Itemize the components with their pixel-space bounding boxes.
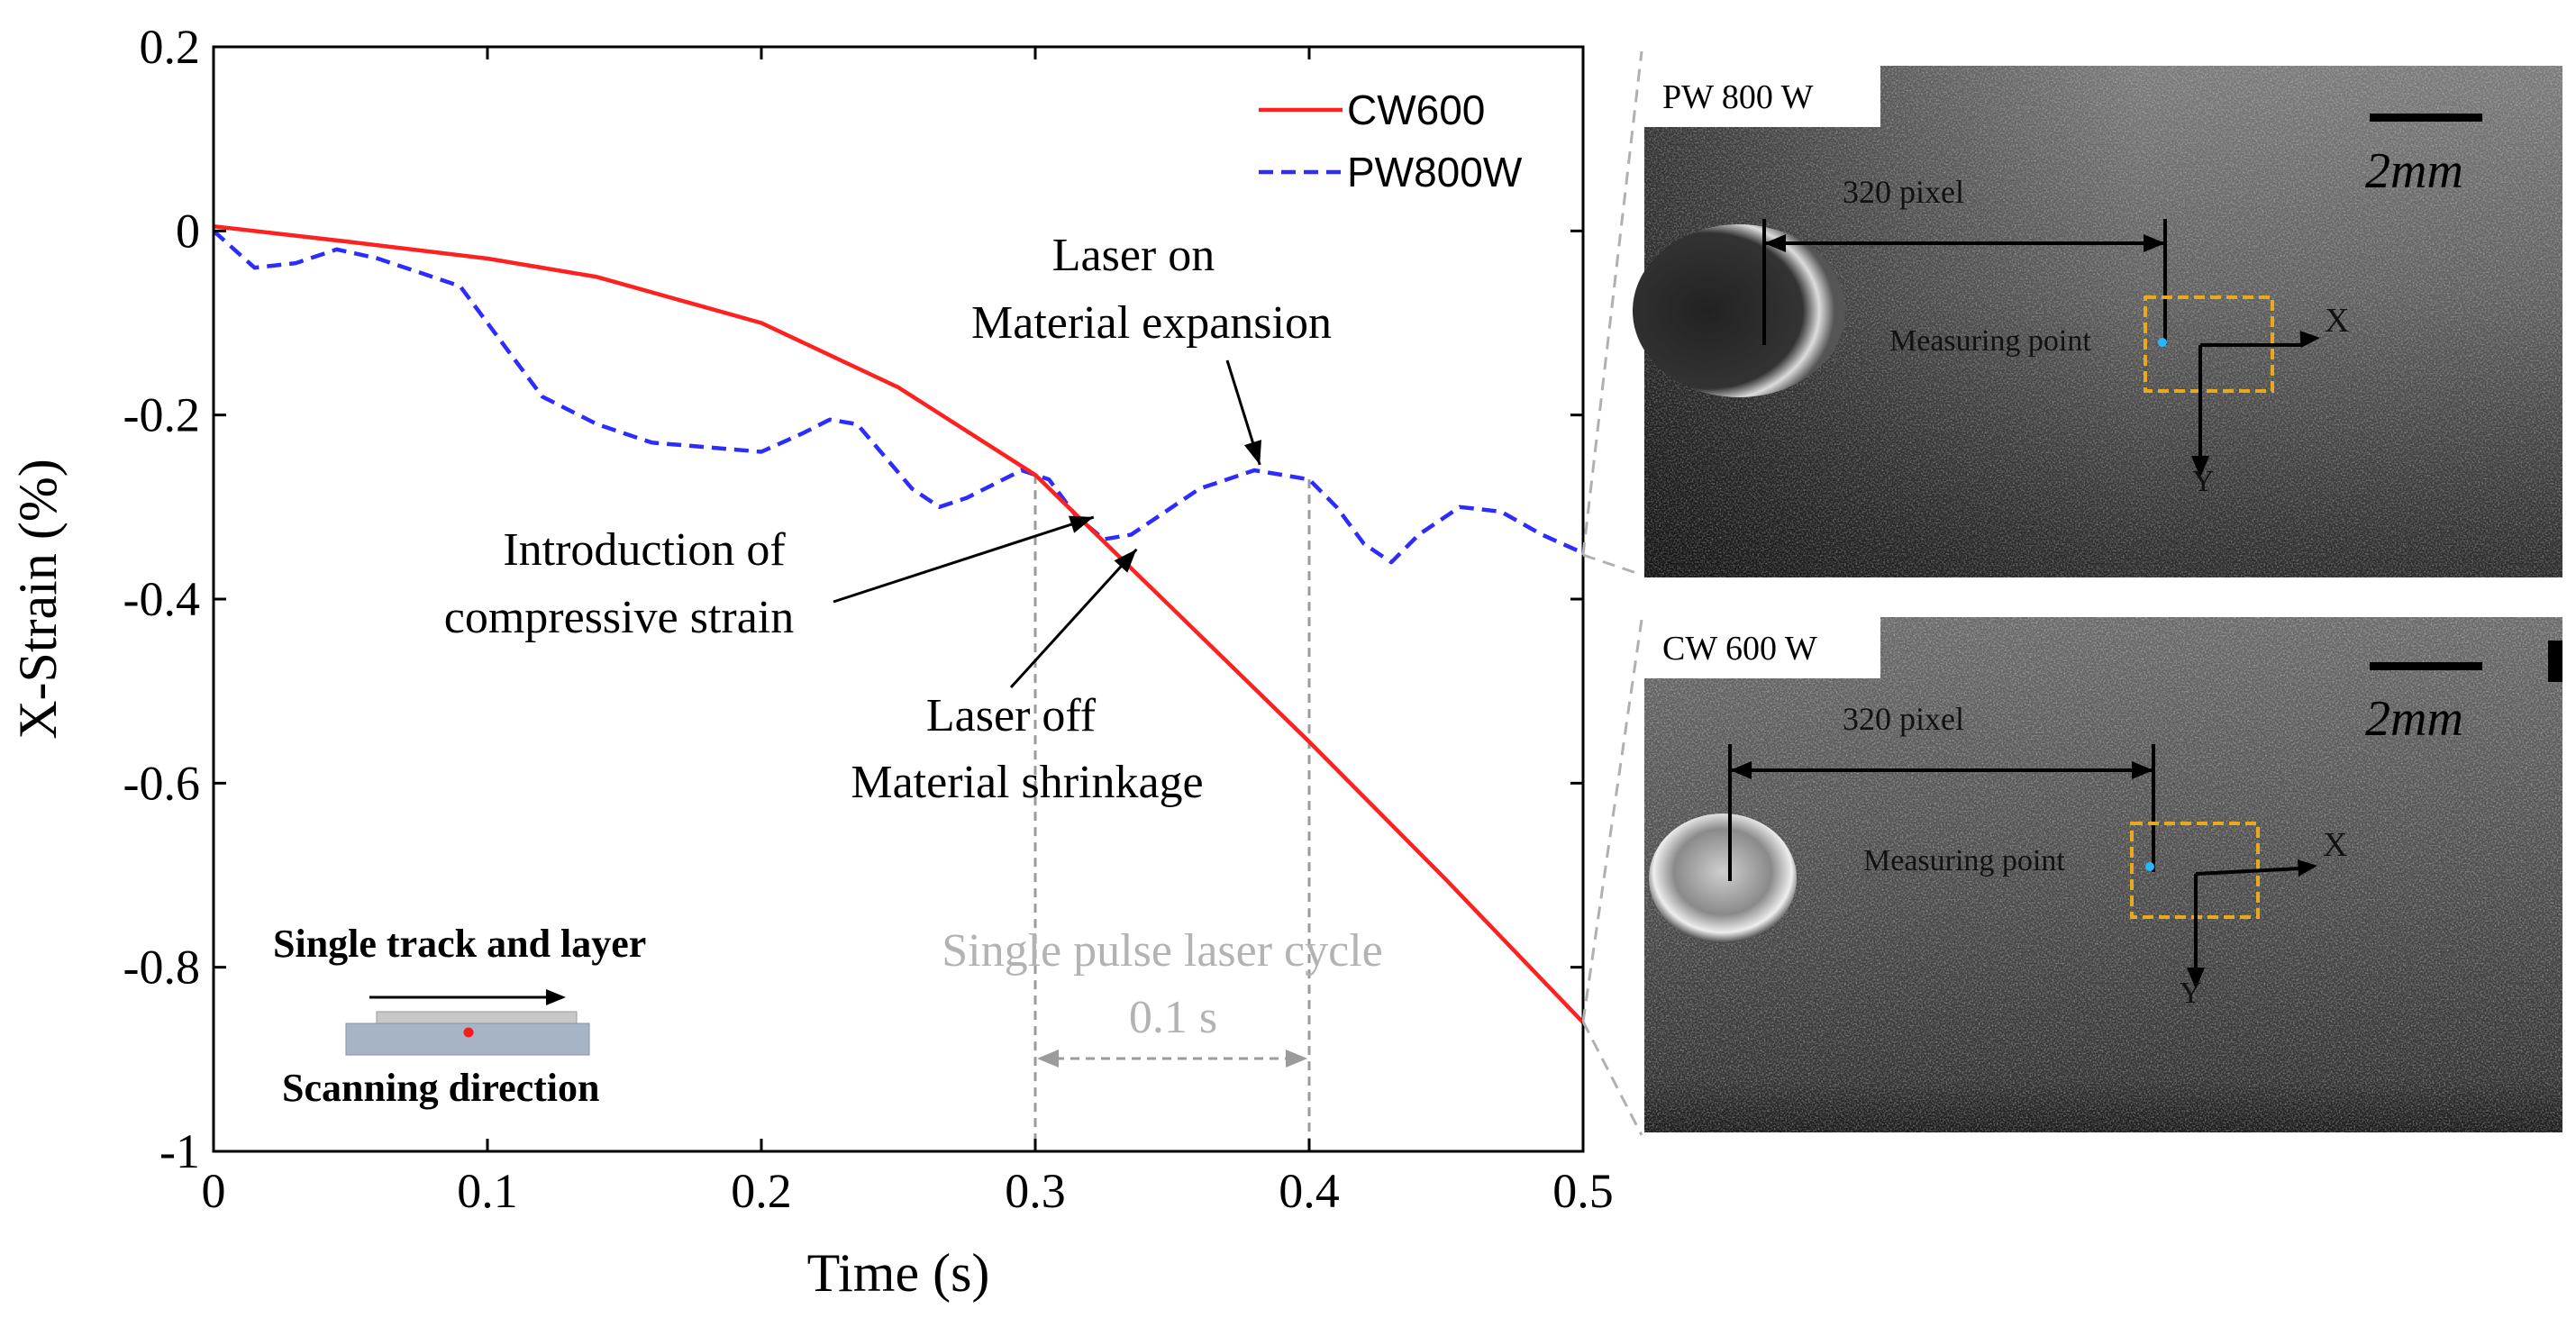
cycle-guides xyxy=(1033,475,1311,1151)
annotation-cycle-duration: 0.1 s xyxy=(1129,992,1217,1043)
connector-lines xyxy=(1581,50,1643,1136)
scale-label: 2mm xyxy=(2365,143,2463,199)
inset-track-label: Single track and layer xyxy=(273,922,646,966)
melt-pool xyxy=(1633,224,1845,397)
annotation-expansion: Material expansion xyxy=(971,297,1332,349)
measuring-dot xyxy=(2145,862,2154,871)
x-tick-label: 0.2 xyxy=(731,1164,792,1218)
y-tick-label: -1 xyxy=(159,1124,200,1178)
y-axis-arrowhead xyxy=(2187,968,2205,989)
annotations: Laser on Material expansion Introduction… xyxy=(444,230,1383,1043)
annotation-arrows xyxy=(833,359,1261,689)
annotation-shrinkage: Material shrinkage xyxy=(851,757,1203,808)
series-line-cw600 xyxy=(214,223,1583,1024)
axis-y-label: Y xyxy=(2192,465,2215,498)
distance-arrow-right xyxy=(2132,761,2153,779)
y-tick-label: 0 xyxy=(176,204,200,258)
measuring-dot xyxy=(2158,338,2167,347)
arrow-compressive-head xyxy=(1068,515,1094,533)
y-axis-label: X-Strain (%) xyxy=(8,459,68,740)
scale-bar xyxy=(2370,114,2482,122)
x-tick-label: 0 xyxy=(202,1164,226,1218)
x-tick-label: 0.4 xyxy=(1279,1164,1340,1218)
annotation-laser-on: Laser on xyxy=(1052,230,1215,281)
micrograph-panel-cw600w: CW 600 W 2mm 320 pixel Measuring point X… xyxy=(1644,617,2562,1132)
label-box xyxy=(1644,617,1880,678)
x-axis-arrowhead xyxy=(2298,859,2317,877)
annotation-introduction: Introduction of xyxy=(503,524,786,576)
series-line-pw800w xyxy=(214,229,1583,565)
strain-chart: 0.2 0 -0.2 -0.4 -0.6 -0.8 -1 0 0.1 0.2 0… xyxy=(8,20,1614,1303)
scan-arrow-head xyxy=(546,989,566,1005)
arrow-laser-off xyxy=(1009,548,1138,689)
x-tick-labels: 0 0.1 0.2 0.3 0.4 0.5 xyxy=(202,1164,1614,1218)
x-tick-label: 0.5 xyxy=(1552,1164,1614,1218)
legend: CW600 PW800W xyxy=(1259,86,1523,195)
y-tick-label: -0.2 xyxy=(123,388,200,442)
legend-label-cw600: CW600 xyxy=(1347,86,1485,133)
micrograph-panel-pw800w: PW 800 W 2mm 320 pixel Measuring point X… xyxy=(1633,66,2562,577)
distance-arrow-left xyxy=(1730,761,1752,779)
y-axis-arrowhead xyxy=(2191,456,2209,477)
x-axis-arrow xyxy=(2195,867,2300,876)
micrograph-grain xyxy=(1644,617,2562,1132)
inset-scan-label: Scanning direction xyxy=(282,1066,599,1110)
plot-frame xyxy=(212,45,1585,1153)
x-tick-label: 0.1 xyxy=(457,1164,518,1218)
annotation-laser-off: Laser off xyxy=(926,690,1097,741)
y-tick-label: -0.4 xyxy=(123,572,200,626)
cycle-arrow-left xyxy=(1037,1050,1059,1068)
deposit-track xyxy=(376,1011,578,1024)
measuring-point-marker xyxy=(463,1027,474,1038)
y-tick-labels: 0.2 0 -0.2 -0.4 -0.6 -0.8 -1 xyxy=(123,20,200,1178)
edge-mark xyxy=(2548,641,2562,682)
legend-label-pw800w: PW800W xyxy=(1347,149,1523,195)
scan-inset: Single track and layer Scanning directio… xyxy=(273,922,646,1110)
scale-bar xyxy=(2370,662,2482,670)
distance-label: 320 pixel xyxy=(1843,701,1964,737)
measuring-point-label: Measuring point xyxy=(1889,324,2091,358)
measuring-box xyxy=(2144,295,2274,393)
arrow-compressive xyxy=(833,515,1095,604)
measuring-point-label: Measuring point xyxy=(1863,844,2065,877)
x-tick-label: 0.3 xyxy=(1005,1164,1066,1218)
scale-label: 2mm xyxy=(2365,691,2463,747)
label-box xyxy=(1644,66,1880,127)
y-tick-label: 0.2 xyxy=(140,20,201,74)
cycle-arrow-right xyxy=(1286,1050,1307,1068)
axis-x-label: X xyxy=(2325,302,2349,340)
axis-y-label: Y xyxy=(2180,977,2202,1010)
y-tick-label: -0.8 xyxy=(123,941,200,995)
panel-label: CW 600 W xyxy=(1662,630,1817,668)
panel-label: PW 800 W xyxy=(1662,78,1814,116)
axis-x-label: X xyxy=(2323,826,2347,864)
annotation-cycle: Single pulse laser cycle xyxy=(942,925,1383,977)
distance-arrow-left xyxy=(1764,234,1786,252)
axis-ticks xyxy=(212,45,1585,1153)
arrow-laser-off-head xyxy=(1114,549,1137,573)
distance-arrow-right xyxy=(2144,234,2165,252)
arrow-laser-on-head xyxy=(1243,440,1261,465)
x-axis-label: Time (s) xyxy=(807,1243,990,1303)
distance-label: 320 pixel xyxy=(1843,174,1964,210)
x-axis-arrowhead xyxy=(2299,331,2320,349)
melt-pool xyxy=(1649,813,1797,943)
annotation-compressive-strain: compressive strain xyxy=(444,592,794,643)
y-tick-label: -0.6 xyxy=(123,756,200,810)
